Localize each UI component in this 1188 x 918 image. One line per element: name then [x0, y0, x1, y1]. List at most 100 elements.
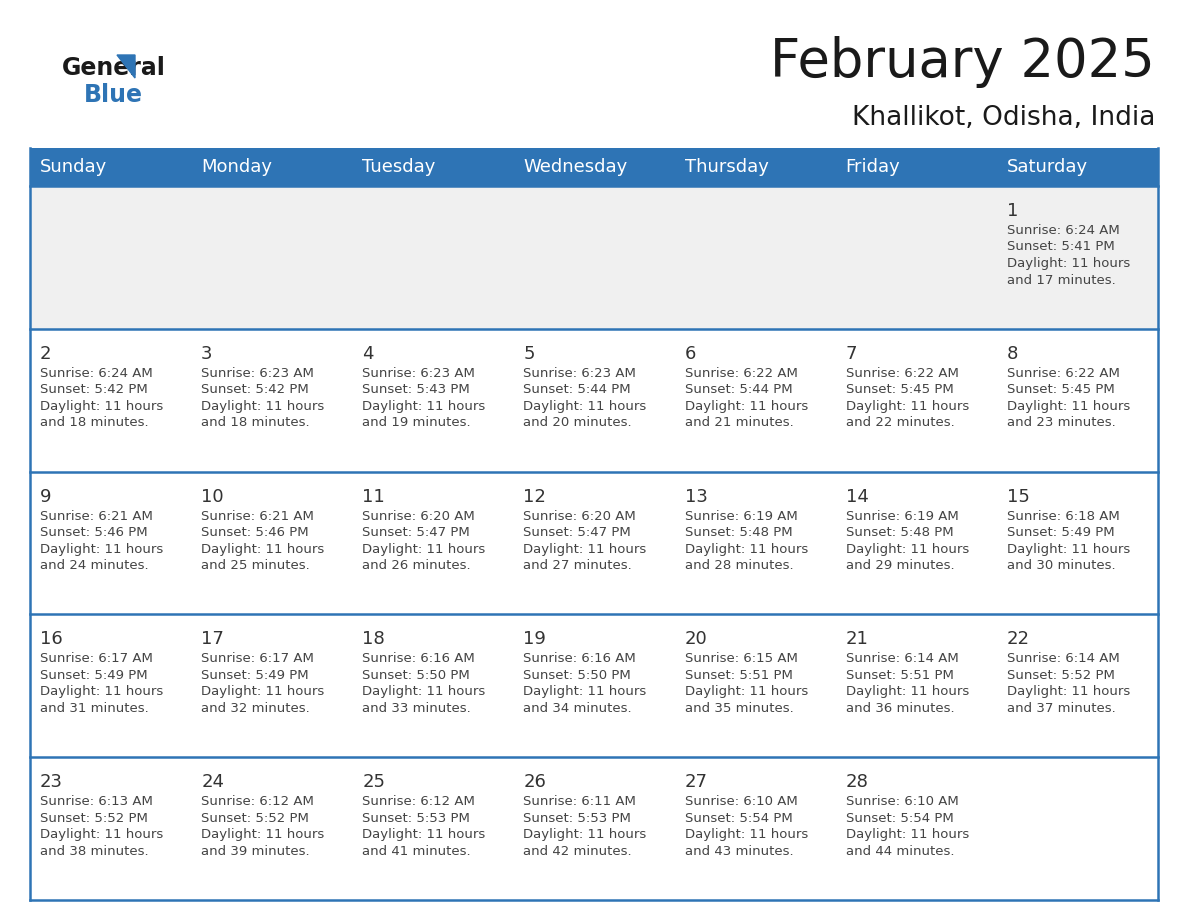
Text: 15: 15: [1007, 487, 1030, 506]
Text: Daylight: 11 hours: Daylight: 11 hours: [524, 686, 646, 699]
Text: Sunrise: 6:23 AM: Sunrise: 6:23 AM: [524, 367, 637, 380]
Text: Sunrise: 6:20 AM: Sunrise: 6:20 AM: [362, 509, 475, 522]
Text: Sunrise: 6:24 AM: Sunrise: 6:24 AM: [40, 367, 153, 380]
Text: Daylight: 11 hours: Daylight: 11 hours: [362, 543, 486, 555]
Text: and 26 minutes.: and 26 minutes.: [362, 559, 470, 572]
Text: 9: 9: [40, 487, 51, 506]
Text: and 31 minutes.: and 31 minutes.: [40, 702, 148, 715]
Text: 2: 2: [40, 345, 51, 363]
Text: Sunrise: 6:11 AM: Sunrise: 6:11 AM: [524, 795, 637, 808]
Text: 1: 1: [1007, 202, 1018, 220]
Text: Daylight: 11 hours: Daylight: 11 hours: [40, 686, 163, 699]
Text: Sunset: 5:54 PM: Sunset: 5:54 PM: [846, 812, 954, 824]
Text: Wednesday: Wednesday: [524, 158, 627, 176]
Text: Daylight: 11 hours: Daylight: 11 hours: [362, 686, 486, 699]
Text: and 38 minutes.: and 38 minutes.: [40, 845, 148, 857]
Text: Sunset: 5:43 PM: Sunset: 5:43 PM: [362, 384, 470, 397]
Text: Sunset: 5:51 PM: Sunset: 5:51 PM: [846, 669, 954, 682]
Text: 22: 22: [1007, 631, 1030, 648]
Text: 20: 20: [684, 631, 707, 648]
Text: Sunrise: 6:22 AM: Sunrise: 6:22 AM: [846, 367, 959, 380]
Text: Sunset: 5:50 PM: Sunset: 5:50 PM: [524, 669, 631, 682]
Text: Daylight: 11 hours: Daylight: 11 hours: [362, 828, 486, 841]
Text: Daylight: 11 hours: Daylight: 11 hours: [201, 543, 324, 555]
Text: 5: 5: [524, 345, 535, 363]
Text: Sunrise: 6:23 AM: Sunrise: 6:23 AM: [201, 367, 314, 380]
FancyBboxPatch shape: [30, 186, 191, 329]
Text: Sunrise: 6:19 AM: Sunrise: 6:19 AM: [684, 509, 797, 522]
Text: Sunset: 5:44 PM: Sunset: 5:44 PM: [524, 384, 631, 397]
Text: Sunset: 5:42 PM: Sunset: 5:42 PM: [40, 384, 147, 397]
Text: and 42 minutes.: and 42 minutes.: [524, 845, 632, 857]
Text: and 29 minutes.: and 29 minutes.: [846, 559, 954, 572]
Text: Sunrise: 6:17 AM: Sunrise: 6:17 AM: [201, 653, 314, 666]
Text: Sunrise: 6:13 AM: Sunrise: 6:13 AM: [40, 795, 153, 808]
Text: 16: 16: [40, 631, 63, 648]
Text: Sunrise: 6:22 AM: Sunrise: 6:22 AM: [684, 367, 797, 380]
Text: 27: 27: [684, 773, 708, 791]
Text: and 43 minutes.: and 43 minutes.: [684, 845, 794, 857]
Text: Blue: Blue: [84, 83, 143, 107]
Text: and 39 minutes.: and 39 minutes.: [201, 845, 310, 857]
Text: 25: 25: [362, 773, 385, 791]
Text: Sunset: 5:47 PM: Sunset: 5:47 PM: [362, 526, 470, 539]
Text: Sunrise: 6:18 AM: Sunrise: 6:18 AM: [1007, 509, 1119, 522]
Text: 11: 11: [362, 487, 385, 506]
Text: and 30 minutes.: and 30 minutes.: [1007, 559, 1116, 572]
Text: Sunrise: 6:10 AM: Sunrise: 6:10 AM: [846, 795, 959, 808]
Text: Daylight: 11 hours: Daylight: 11 hours: [40, 828, 163, 841]
Text: Daylight: 11 hours: Daylight: 11 hours: [362, 400, 486, 413]
Text: Sunrise: 6:12 AM: Sunrise: 6:12 AM: [362, 795, 475, 808]
Text: and 35 minutes.: and 35 minutes.: [684, 702, 794, 715]
FancyBboxPatch shape: [30, 148, 1158, 186]
Text: 17: 17: [201, 631, 225, 648]
Text: Sunset: 5:45 PM: Sunset: 5:45 PM: [846, 384, 954, 397]
Text: and 34 minutes.: and 34 minutes.: [524, 702, 632, 715]
Text: Sunset: 5:48 PM: Sunset: 5:48 PM: [684, 526, 792, 539]
Text: and 21 minutes.: and 21 minutes.: [684, 416, 794, 430]
Text: Sunset: 5:47 PM: Sunset: 5:47 PM: [524, 526, 631, 539]
Text: 6: 6: [684, 345, 696, 363]
Text: and 36 minutes.: and 36 minutes.: [846, 702, 954, 715]
Text: Daylight: 11 hours: Daylight: 11 hours: [684, 400, 808, 413]
Text: Daylight: 11 hours: Daylight: 11 hours: [846, 828, 969, 841]
Text: and 22 minutes.: and 22 minutes.: [846, 416, 954, 430]
Text: Sunrise: 6:16 AM: Sunrise: 6:16 AM: [362, 653, 475, 666]
Text: Sunset: 5:53 PM: Sunset: 5:53 PM: [362, 812, 470, 824]
Text: Sunrise: 6:21 AM: Sunrise: 6:21 AM: [40, 509, 153, 522]
Text: Daylight: 11 hours: Daylight: 11 hours: [684, 686, 808, 699]
Text: Sunset: 5:41 PM: Sunset: 5:41 PM: [1007, 241, 1114, 253]
Text: 23: 23: [40, 773, 63, 791]
Text: 18: 18: [362, 631, 385, 648]
Text: Sunset: 5:51 PM: Sunset: 5:51 PM: [684, 669, 792, 682]
Text: Sunset: 5:42 PM: Sunset: 5:42 PM: [201, 384, 309, 397]
Text: Daylight: 11 hours: Daylight: 11 hours: [684, 828, 808, 841]
Text: 4: 4: [362, 345, 374, 363]
Text: February 2025: February 2025: [770, 36, 1155, 88]
Text: and 20 minutes.: and 20 minutes.: [524, 416, 632, 430]
Text: Sunrise: 6:16 AM: Sunrise: 6:16 AM: [524, 653, 637, 666]
Text: Sunrise: 6:23 AM: Sunrise: 6:23 AM: [362, 367, 475, 380]
Text: Sunrise: 6:14 AM: Sunrise: 6:14 AM: [1007, 653, 1119, 666]
Text: Sunset: 5:49 PM: Sunset: 5:49 PM: [201, 669, 309, 682]
Text: 13: 13: [684, 487, 707, 506]
FancyBboxPatch shape: [191, 186, 353, 329]
Text: Daylight: 11 hours: Daylight: 11 hours: [201, 828, 324, 841]
Text: Sunset: 5:52 PM: Sunset: 5:52 PM: [201, 812, 309, 824]
FancyBboxPatch shape: [675, 186, 835, 329]
Text: Sunset: 5:54 PM: Sunset: 5:54 PM: [684, 812, 792, 824]
Text: and 37 minutes.: and 37 minutes.: [1007, 702, 1116, 715]
Text: Sunset: 5:53 PM: Sunset: 5:53 PM: [524, 812, 631, 824]
Text: Sunset: 5:46 PM: Sunset: 5:46 PM: [40, 526, 147, 539]
Text: and 17 minutes.: and 17 minutes.: [1007, 274, 1116, 286]
Text: Sunset: 5:52 PM: Sunset: 5:52 PM: [40, 812, 147, 824]
Text: and 24 minutes.: and 24 minutes.: [40, 559, 148, 572]
Text: Sunrise: 6:17 AM: Sunrise: 6:17 AM: [40, 653, 153, 666]
Text: Daylight: 11 hours: Daylight: 11 hours: [524, 400, 646, 413]
FancyBboxPatch shape: [835, 186, 997, 329]
Text: Daylight: 11 hours: Daylight: 11 hours: [846, 543, 969, 555]
Text: Daylight: 11 hours: Daylight: 11 hours: [40, 400, 163, 413]
Text: 8: 8: [1007, 345, 1018, 363]
Text: and 33 minutes.: and 33 minutes.: [362, 702, 470, 715]
Text: Sunrise: 6:15 AM: Sunrise: 6:15 AM: [684, 653, 797, 666]
